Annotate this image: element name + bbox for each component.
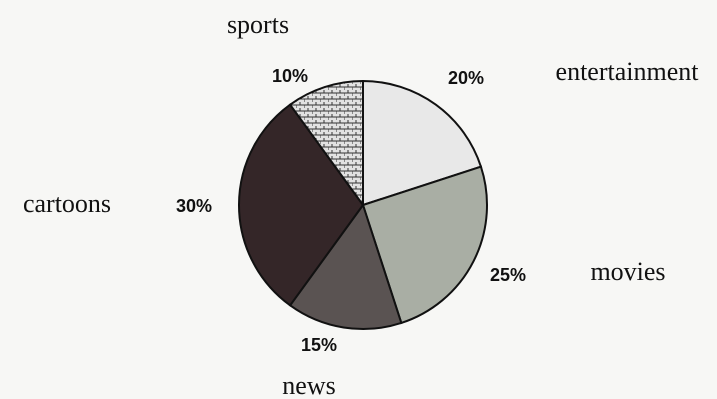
category-label-cartoons: cartoons <box>23 189 111 218</box>
category-label-sports: sports <box>227 10 289 39</box>
pie-slice-sports <box>288 79 364 209</box>
value-label-entertainment: 20% <box>448 68 484 88</box>
value-label-movies: 25% <box>490 265 526 285</box>
value-label-sports: 10% <box>272 66 308 86</box>
pie-slice-movies <box>361 165 488 325</box>
pie-slices <box>237 79 488 330</box>
category-label-news: news <box>282 371 335 399</box>
value-label-news: 15% <box>301 335 337 355</box>
category-label-entertainment: entertainment <box>556 57 700 86</box>
pie-slice-entertainment <box>362 79 483 207</box>
value-label-cartoons: 30% <box>176 196 212 216</box>
pie-slice-cartoons <box>237 103 365 307</box>
category-label-movies: movies <box>590 257 665 286</box>
pie-slice-news <box>288 202 403 330</box>
